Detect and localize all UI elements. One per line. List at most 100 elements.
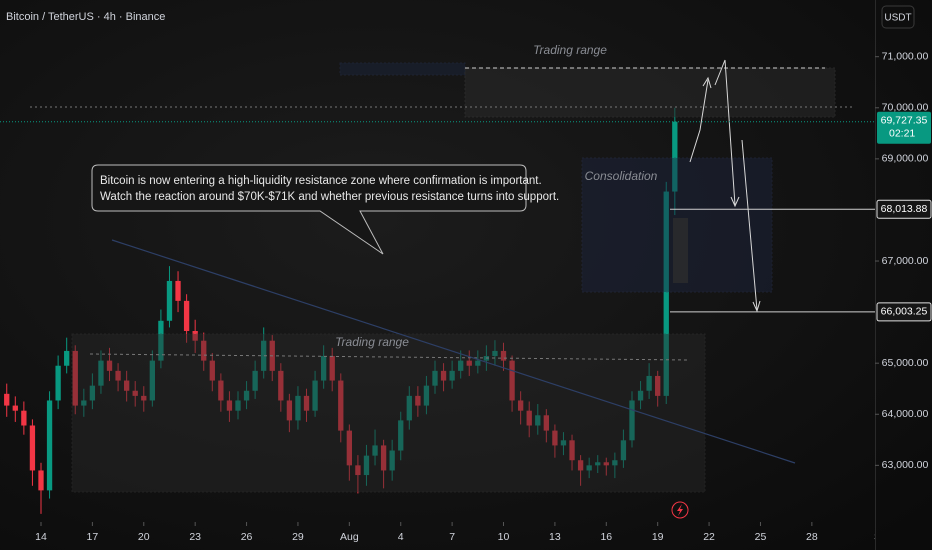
x-axis: 14 17 20 23 26 29 Aug 4 7 10 13 16 19 22 25 28 Se xyxy=(35,522,875,543)
last-price-label: 69,727.35 xyxy=(881,114,928,126)
x-tick-label: 23 xyxy=(189,531,201,543)
candle-body xyxy=(209,360,215,381)
candle-body xyxy=(183,300,190,332)
candle-body xyxy=(423,385,430,406)
currency-button[interactable] xyxy=(881,5,915,29)
y-tick-label: 69,000.00 xyxy=(882,153,929,165)
consolidation-inner xyxy=(673,218,688,283)
y-tick-label: 70,000.00 xyxy=(882,102,929,114)
x-tick-label: 22 xyxy=(703,531,715,543)
candle-body xyxy=(72,350,78,406)
candle-body xyxy=(475,360,481,366)
x-tick-label: 7 xyxy=(449,531,455,543)
candle-body xyxy=(243,390,250,401)
level-label-box xyxy=(876,199,932,219)
x-tick-label: 29 xyxy=(292,531,304,543)
y-tick-label: 71,000.00 xyxy=(882,50,929,62)
drawings xyxy=(30,59,855,493)
chart-title: Bitcoin / TetherUS · 4h · Binance xyxy=(6,11,165,23)
arrowhead xyxy=(702,76,712,89)
candle-body xyxy=(218,380,224,401)
x-tick-label: 25 xyxy=(755,531,767,543)
candle-body xyxy=(406,395,412,421)
candle-body xyxy=(552,430,558,446)
candle-body xyxy=(355,465,361,476)
x-tick-label: 20 xyxy=(138,531,150,543)
x-tick-label: 28 xyxy=(806,531,818,543)
candle-body xyxy=(38,470,44,491)
lower-range-box xyxy=(71,333,706,493)
candle-body xyxy=(141,395,147,401)
y-tick-label: 63,000.00 xyxy=(882,459,929,471)
candle-body xyxy=(440,370,447,381)
candle-body xyxy=(560,440,567,446)
arrowhead xyxy=(730,196,740,208)
candle-body xyxy=(543,415,549,431)
scenario-arrows xyxy=(689,59,761,313)
candle-body xyxy=(372,445,378,456)
candle-body xyxy=(46,400,53,491)
candle-body xyxy=(123,380,130,391)
x-tick-label: 10 xyxy=(498,531,510,543)
x-tick-label: 13 xyxy=(549,531,561,543)
candle-body xyxy=(201,340,207,361)
candle-body xyxy=(517,400,524,411)
candle-body xyxy=(389,450,395,471)
candle-body xyxy=(586,465,592,471)
alert-bolt[interactable] xyxy=(677,504,683,516)
candle-body xyxy=(595,462,601,466)
x-tick-label: 19 xyxy=(652,531,664,543)
x-tick-label: Aug xyxy=(340,531,359,543)
candle-body xyxy=(612,460,618,466)
candle-body xyxy=(380,445,387,471)
candle-body xyxy=(175,280,181,301)
candle-body xyxy=(432,370,438,386)
candle-body xyxy=(312,380,318,411)
range-mid-line xyxy=(89,353,691,361)
candle-body xyxy=(89,385,96,401)
candle-body xyxy=(64,350,70,366)
candle-body xyxy=(466,360,472,366)
candle-body xyxy=(672,121,678,192)
last-price-box xyxy=(877,111,931,144)
x-tick-label: 26 xyxy=(241,531,253,543)
level-label: 66,003.25 xyxy=(881,306,928,318)
callout-text: Watch the reaction around $70K-$71K and … xyxy=(100,191,559,203)
candle-body xyxy=(303,395,310,411)
annotation: Trading range xyxy=(533,43,607,57)
alert-ring[interactable] xyxy=(671,501,689,519)
x-tick-label: 16 xyxy=(600,531,612,543)
candle-body xyxy=(21,410,27,426)
candle-body xyxy=(338,380,344,431)
candle-body xyxy=(329,356,335,381)
y-tick-label: 65,000.00 xyxy=(882,357,929,369)
candle-body xyxy=(278,370,284,401)
candle-body xyxy=(663,191,669,396)
candle-body xyxy=(449,370,455,381)
annotation: Consolidation xyxy=(585,169,658,183)
candle-body xyxy=(415,395,421,406)
candle-body xyxy=(252,370,258,391)
currency-label[interactable]: USDT xyxy=(884,13,911,24)
alert-icon[interactable] xyxy=(671,501,689,519)
plot-area xyxy=(4,107,678,514)
x-tick-label: 14 xyxy=(35,531,47,543)
candle-body xyxy=(646,375,652,391)
candle-body xyxy=(577,460,584,471)
level-label: 68,013.88 xyxy=(881,203,928,215)
candle-body xyxy=(655,375,661,396)
candle-body xyxy=(363,455,370,476)
annotation: Trading range xyxy=(335,335,409,349)
candle-body xyxy=(526,410,532,426)
candle-body xyxy=(458,360,464,371)
candle-body xyxy=(603,462,609,466)
candle-body xyxy=(4,393,10,406)
candle-body xyxy=(29,425,36,471)
candle-body xyxy=(535,415,541,426)
callout-text: Bitcoin is now entering a high-liquidity… xyxy=(100,175,542,187)
candle-body xyxy=(12,405,18,411)
candle-body xyxy=(81,400,87,406)
level-label-box xyxy=(876,302,932,322)
candle-body xyxy=(192,331,198,341)
